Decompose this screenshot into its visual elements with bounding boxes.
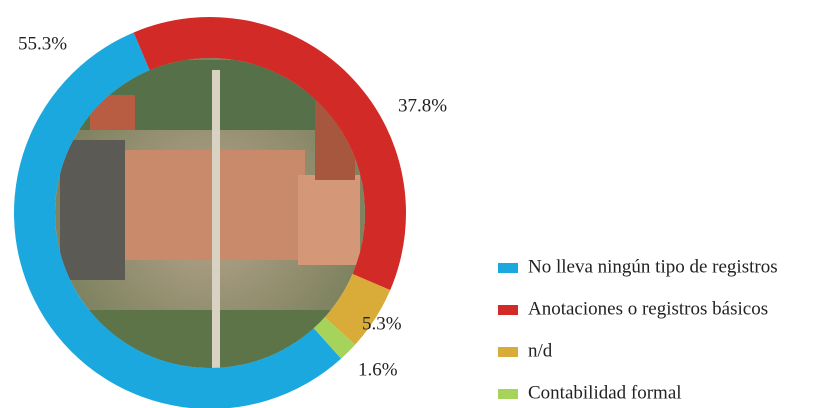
donut-segment — [313, 317, 356, 359]
legend-swatch — [498, 347, 518, 357]
legend-swatch — [498, 305, 518, 315]
data-label: 5.3% — [362, 313, 402, 334]
legend-label: n/d — [528, 340, 553, 361]
legend-label: Anotaciones o registros básicos — [528, 298, 768, 319]
legend-label: No lleva ningún tipo de registros — [528, 256, 778, 277]
donut-segment — [133, 17, 406, 291]
data-label: 1.6% — [358, 359, 398, 380]
donut-segment — [324, 273, 391, 345]
legend-label: Contabilidad formal — [528, 382, 682, 403]
data-label: 55.3% — [18, 33, 67, 54]
legend-swatch — [498, 389, 518, 399]
donut-segment — [14, 32, 342, 408]
legend-swatch — [498, 263, 518, 273]
data-label: 37.8% — [398, 95, 447, 116]
